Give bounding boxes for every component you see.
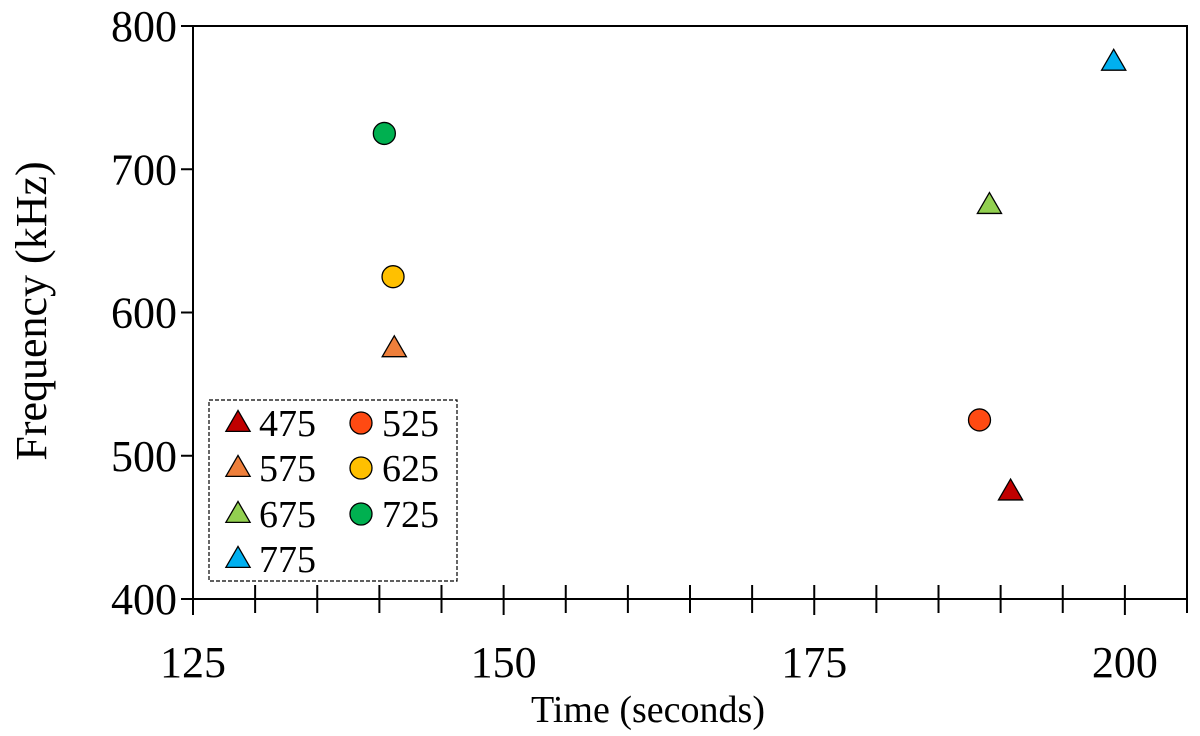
data-point-725-circle xyxy=(372,121,396,146)
x-tick-label: 150 xyxy=(471,638,537,687)
legend-label-525: 525 xyxy=(382,403,439,445)
y-tick-label: 400 xyxy=(111,575,177,624)
x-tick-label: 200 xyxy=(1092,638,1158,687)
legend-label-575: 575 xyxy=(259,448,316,490)
legend-label-675: 675 xyxy=(259,494,316,536)
y-tick-label: 600 xyxy=(111,289,177,338)
legend-marker-775 xyxy=(224,545,252,569)
x-axis-title: Time (seconds) xyxy=(531,689,765,731)
data-point-625-circle xyxy=(381,265,405,289)
legend-marker-675 xyxy=(224,500,252,524)
data-point-475-triangle xyxy=(997,477,1024,501)
data-point-575-triangle xyxy=(381,334,408,358)
y-tick-label: 800 xyxy=(111,2,177,51)
legend-marker-725 xyxy=(349,502,373,526)
data-points xyxy=(372,47,1127,501)
legend-frame xyxy=(208,399,458,582)
legend-marker-475 xyxy=(224,409,252,433)
y-axis-tick-labels: 400 500 600 700 800 xyxy=(111,2,177,624)
legend-marker-625 xyxy=(349,456,373,480)
y-axis-ticks xyxy=(181,25,193,600)
legend-marker-525 xyxy=(349,411,373,435)
x-tick-label: 125 xyxy=(160,638,226,687)
legend-label-625: 625 xyxy=(382,448,439,490)
y-tick-label: 700 xyxy=(111,145,177,194)
x-axis-tick-labels: 125 150 175 200 xyxy=(160,638,1158,687)
x-axis-ticks xyxy=(192,585,1188,615)
legend-marker-575 xyxy=(224,454,252,478)
legend-label-775: 775 xyxy=(259,539,316,581)
data-point-525-circle xyxy=(967,408,992,432)
data-point-775-triangle xyxy=(1100,47,1127,71)
y-tick-label: 500 xyxy=(111,432,177,481)
y-axis-title: Frequency (kHz) xyxy=(7,161,56,460)
legend: 475 525 575 625 675 725 775 xyxy=(208,399,458,582)
legend-label-475: 475 xyxy=(259,403,316,445)
data-point-675-triangle xyxy=(976,191,1003,215)
x-tick-label: 175 xyxy=(781,638,847,687)
legend-label-725: 725 xyxy=(382,494,439,536)
